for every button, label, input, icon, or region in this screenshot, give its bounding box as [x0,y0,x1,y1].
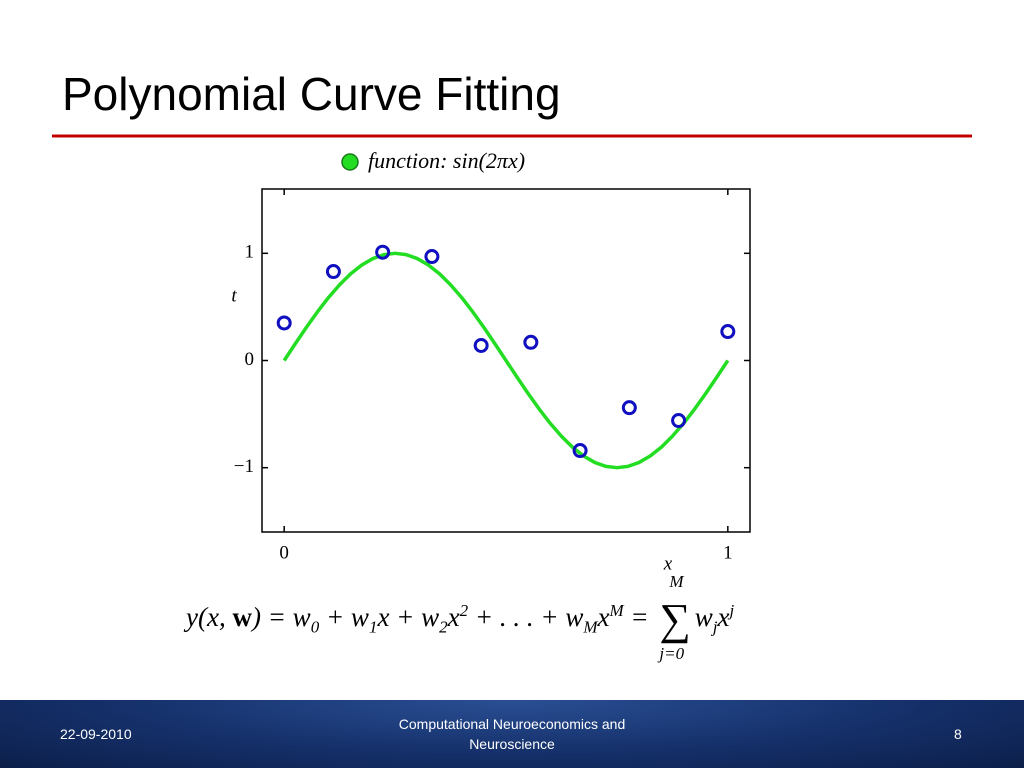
y-axis-label: t [231,285,237,306]
eq-part: 2 [459,601,469,620]
eq-part: 1 [368,617,378,637]
eq-part: x [597,602,610,632]
footer-course: Computational Neuroeconomics and Neurosc… [398,716,626,752]
eq-part: x [447,602,460,632]
legend-label: function: sin(2πx) [368,148,525,173]
eq-part: = [623,602,656,632]
equation: y(x, w) = w0 + w1x + w2x2 + . . . + wMxM… [186,572,886,672]
y-tick-label: 1 [245,242,255,263]
eq-part: y(x, [186,602,233,632]
data-point [523,334,539,350]
eq-part: w [694,602,713,632]
eq-part: 2 [439,617,448,637]
equation-line: y(x, w) = w0 + w1x + w2x2 + . . . + wMxM… [186,572,735,663]
eq-part: j [712,617,718,637]
data-point [424,249,440,265]
data-point [473,337,489,353]
footer: 22-09-2010 Computational Neuroeconomics … [0,700,1024,768]
data-point [621,400,637,416]
footer-page: 8 [954,726,962,742]
eq-part: ∑ [659,595,691,644]
eq-part: M [583,617,598,637]
eq-part: j [729,601,735,620]
data-point [720,324,736,340]
data-point [325,264,341,280]
data-point [671,413,687,429]
eq-part: M [609,601,624,620]
eq-part: j=0 [659,644,685,663]
function-curve [282,251,730,470]
data-point [375,244,391,260]
legend-marker [341,153,359,171]
eq-part: 0 [310,617,320,637]
x-axis-label: x [663,553,673,574]
x-tick-label: 1 [723,542,733,563]
eq-part: + w [319,602,369,632]
x-tick-label: 0 [279,542,289,563]
eq-part: M [669,572,684,591]
data-point [276,315,292,331]
data-point [572,443,588,459]
slide-canvas: Polynomial Curve Fitting 0 1 −1 0 1 x t functio… [52,68,972,574]
y-tick-label: −1 [234,456,254,477]
slide-title: Polynomial Curve Fitting [62,68,561,120]
eq-part: x + w [377,602,440,632]
y-tick-label: 0 [245,349,255,370]
footer-date: 22-09-2010 [60,726,132,742]
eq-part: ) = w [251,602,311,632]
eq-part: w [232,602,252,632]
eq-part: + . . . + w [468,602,584,632]
eq-part: x [717,602,730,632]
